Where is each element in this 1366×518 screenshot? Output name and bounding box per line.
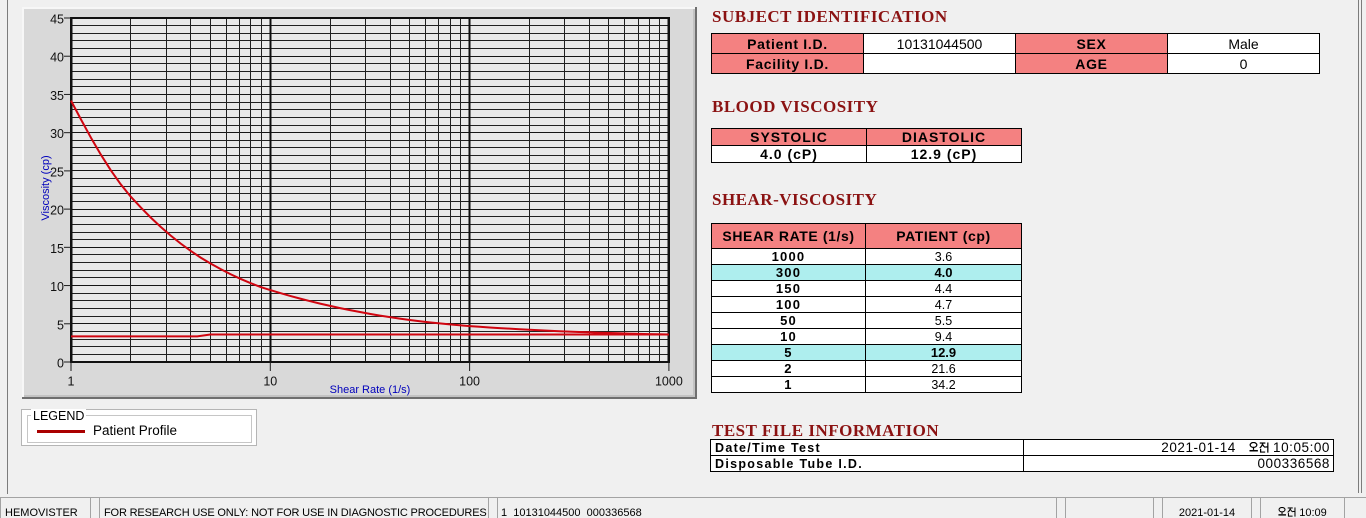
svg-text:40: 40: [50, 51, 64, 65]
svg-text:0: 0: [57, 357, 64, 371]
svg-text:1: 1: [68, 375, 75, 389]
svg-text:35: 35: [50, 89, 64, 103]
svg-text:25: 25: [50, 165, 64, 179]
svg-text:10: 10: [263, 375, 277, 389]
svg-text:Viscosity (cp): Viscosity (cp): [40, 155, 52, 220]
svg-text:100: 100: [459, 375, 480, 389]
svg-text:Shear Rate (1/s): Shear Rate (1/s): [330, 384, 411, 396]
svg-text:15: 15: [50, 242, 64, 256]
svg-text:1000: 1000: [655, 375, 683, 389]
svg-text:45: 45: [50, 13, 64, 27]
svg-text:5: 5: [57, 318, 64, 332]
svg-text:10: 10: [50, 280, 64, 294]
svg-text:20: 20: [50, 204, 64, 218]
svg-text:30: 30: [50, 127, 64, 141]
